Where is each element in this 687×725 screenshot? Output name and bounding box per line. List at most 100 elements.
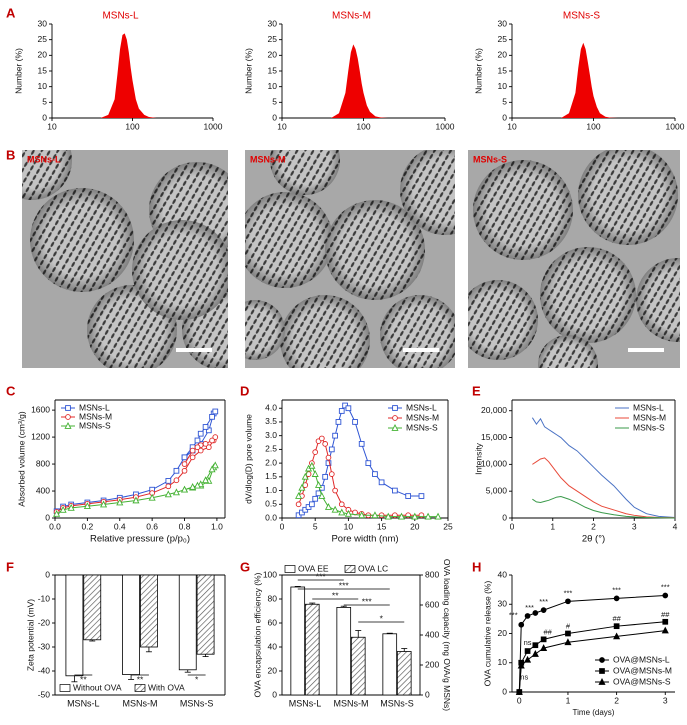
- y-tick-label: 0.5: [265, 499, 277, 509]
- bar: [83, 574, 102, 641]
- legend-label: MSNs-S: [633, 422, 665, 432]
- data-point: [338, 501, 345, 508]
- scale-bar: [403, 348, 439, 352]
- data-point: [205, 444, 212, 451]
- micrograph: MSNs-L: [22, 150, 228, 368]
- legend-label: MSNs-L: [79, 402, 110, 412]
- y-tick-label: -50: [38, 689, 51, 699]
- data-point: [345, 405, 352, 412]
- data-point: [205, 427, 212, 434]
- y2-tick-label: 400: [425, 629, 439, 639]
- y-axis-title: Number (%): [473, 48, 483, 94]
- legend-label: OVA@MSNs-L: [613, 654, 670, 664]
- data-point: [189, 483, 197, 490]
- y-tick-label: 60: [268, 617, 278, 627]
- bar: [382, 633, 398, 696]
- panel-letter: A: [6, 5, 16, 20]
- significance-label: ***: [509, 611, 518, 620]
- x-tick-label: 1.0: [211, 521, 223, 531]
- distribution-area: [331, 44, 389, 118]
- significance-label: ns: [524, 638, 532, 647]
- bar: [396, 651, 412, 696]
- legend-marker: [65, 414, 71, 420]
- data-point: [197, 447, 204, 454]
- x-tick-label: 20: [410, 521, 420, 531]
- x-tick-label: 3: [632, 521, 637, 531]
- particle-shade: [473, 160, 573, 260]
- y-tick-label: 5: [272, 97, 277, 107]
- data-point: [308, 461, 316, 469]
- x-axis-title: Relative pressure (p/p₀): [90, 534, 190, 545]
- panel-letter: H: [472, 559, 481, 574]
- distribution-area: [561, 42, 619, 118]
- data-point: [211, 461, 219, 469]
- y-tick-label: 20: [268, 665, 278, 675]
- data-point: [392, 487, 398, 494]
- bar: [196, 574, 215, 655]
- x-axis-title: 2θ (°): [582, 534, 605, 545]
- significance-label: ***: [525, 603, 534, 612]
- data-point: [661, 626, 669, 634]
- chart-title: MSNs-S: [563, 11, 601, 22]
- y-axis-title: OVA cumulative release (%): [482, 581, 492, 687]
- y-tick-label: 10: [38, 81, 48, 91]
- significance-label: ***: [564, 588, 573, 597]
- scale-bar: [176, 348, 212, 352]
- legend-marker: [64, 422, 72, 429]
- data-point: [209, 437, 215, 444]
- y-tick-label: 15: [268, 65, 278, 75]
- data-point: [314, 481, 323, 488]
- x-tick-label: 10: [47, 121, 57, 131]
- data-point: [165, 478, 172, 484]
- data-point: [197, 430, 204, 437]
- significance-label: ***: [661, 582, 670, 591]
- scale-bar: [628, 348, 664, 352]
- x-tick-label: 100: [356, 121, 370, 131]
- x-tick-label: 1: [566, 695, 571, 705]
- data-point: [325, 460, 332, 466]
- data-point: [328, 471, 335, 477]
- x-tick-label: MSNs-L: [67, 698, 100, 708]
- x-tick-label: 1000: [666, 121, 685, 131]
- micrograph: MSNs-M: [245, 150, 455, 368]
- particle-shade: [280, 295, 370, 368]
- data-point: [325, 454, 332, 461]
- legend-label: Without OVA: [73, 682, 122, 692]
- data-point: [116, 498, 124, 506]
- significance-label: ***: [612, 585, 621, 594]
- data-point: [132, 496, 140, 504]
- particle-shade: [22, 150, 72, 200]
- x-tick-label: 2: [614, 695, 619, 705]
- data-point: [518, 621, 525, 628]
- y-tick-label: 0.0: [265, 512, 277, 522]
- legend-swatch: [134, 684, 146, 692]
- y-tick-label: 4.0: [265, 402, 277, 412]
- data-point: [312, 495, 319, 502]
- x-tick-label: 0.8: [179, 521, 191, 531]
- data-point: [565, 630, 571, 637]
- data-point: [424, 512, 432, 520]
- y-tick-label: -10: [38, 593, 51, 603]
- x-tick-label: 5: [313, 521, 318, 531]
- data-point: [515, 688, 523, 695]
- data-point: [371, 511, 379, 519]
- legend-marker: [599, 668, 605, 674]
- data-point: [165, 483, 172, 490]
- y2-tick-label: 0: [425, 689, 430, 699]
- data-point: [53, 509, 61, 517]
- y-tick-label: 15,000: [481, 432, 507, 442]
- y-tick-label: 5,000: [486, 485, 508, 495]
- data-point: [322, 441, 329, 447]
- panel-letter: C: [6, 383, 16, 398]
- y-tick-label: 25: [268, 34, 278, 44]
- data-point: [83, 502, 91, 510]
- y-tick-label: 1600: [31, 404, 50, 414]
- data-point: [301, 472, 309, 480]
- x-tick-label: 0.6: [146, 521, 158, 531]
- data-point: [405, 493, 412, 499]
- y-axis-title: Number (%): [13, 48, 23, 94]
- data-point: [298, 483, 306, 491]
- data-point: [613, 632, 621, 640]
- x-tick-label: MSNs-M: [123, 698, 158, 708]
- significance-label: *: [380, 613, 384, 623]
